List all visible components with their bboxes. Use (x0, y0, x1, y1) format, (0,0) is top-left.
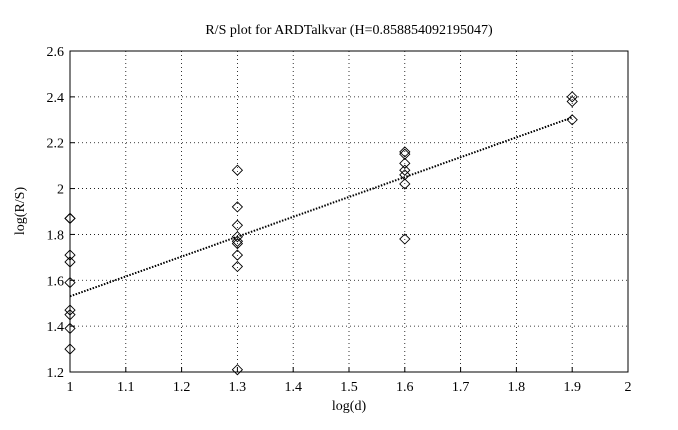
y-tick-label: 2.4 (47, 91, 65, 106)
y-tick-label: 1.6 (47, 274, 65, 289)
data-point (64, 322, 76, 335)
data-point (399, 169, 411, 181)
y-tick-label: 2.2 (47, 137, 65, 152)
x-tick-label: 1.6 (396, 380, 414, 395)
data-point (399, 178, 411, 190)
x-tick-label: 1.5 (340, 380, 358, 395)
data-point (566, 114, 578, 126)
x-tick-label: 1 (67, 380, 74, 395)
data-point (231, 201, 244, 213)
data-point (231, 235, 244, 247)
data-point (399, 233, 411, 245)
x-tick-label: 1.1 (117, 380, 135, 395)
x-tick-label: 1.9 (563, 380, 581, 395)
y-axis-label: log(R/S) (13, 187, 28, 236)
data-point (231, 249, 244, 261)
data-point (231, 260, 244, 273)
x-axis-label: log(d) (332, 399, 367, 414)
y-tick-label: 2.6 (47, 45, 65, 60)
data-point (64, 309, 76, 321)
data-point (231, 164, 244, 176)
data-point (64, 276, 76, 289)
x-tick-label: 1.4 (284, 380, 302, 395)
chart-title: R/S plot for ARDTalkvar (H=0.85885409219… (205, 23, 493, 38)
x-tick-label: 2 (625, 380, 632, 395)
data-point (566, 91, 578, 103)
data-point (64, 304, 76, 316)
data-point (64, 343, 76, 355)
data-point (231, 237, 244, 250)
x-tick-label: 1.7 (452, 380, 470, 395)
data-point (399, 164, 411, 176)
x-tick-label: 1.8 (508, 380, 526, 395)
data-point (399, 146, 411, 158)
y-tick-label: 1.2 (47, 366, 65, 381)
y-tick-label: 1.8 (47, 228, 65, 243)
data-point (64, 256, 76, 268)
data-point (64, 212, 76, 225)
data-point (231, 219, 244, 231)
data-point (399, 148, 411, 160)
data-point (399, 157, 411, 169)
data-point (566, 95, 578, 108)
x-tick-label: 1.2 (173, 380, 191, 395)
fit-line (69, 116, 573, 298)
x-tick-label: 1.3 (229, 380, 247, 395)
plot-frame (69, 50, 629, 373)
data-point (64, 249, 76, 261)
data-point (231, 364, 244, 376)
y-tick-label: 1.4 (47, 320, 65, 335)
y-tick-label: 2 (57, 183, 64, 198)
